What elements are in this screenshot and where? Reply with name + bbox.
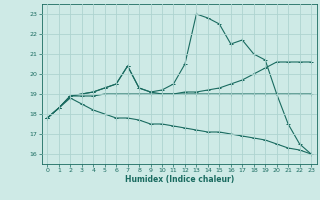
X-axis label: Humidex (Indice chaleur): Humidex (Indice chaleur) <box>124 175 234 184</box>
